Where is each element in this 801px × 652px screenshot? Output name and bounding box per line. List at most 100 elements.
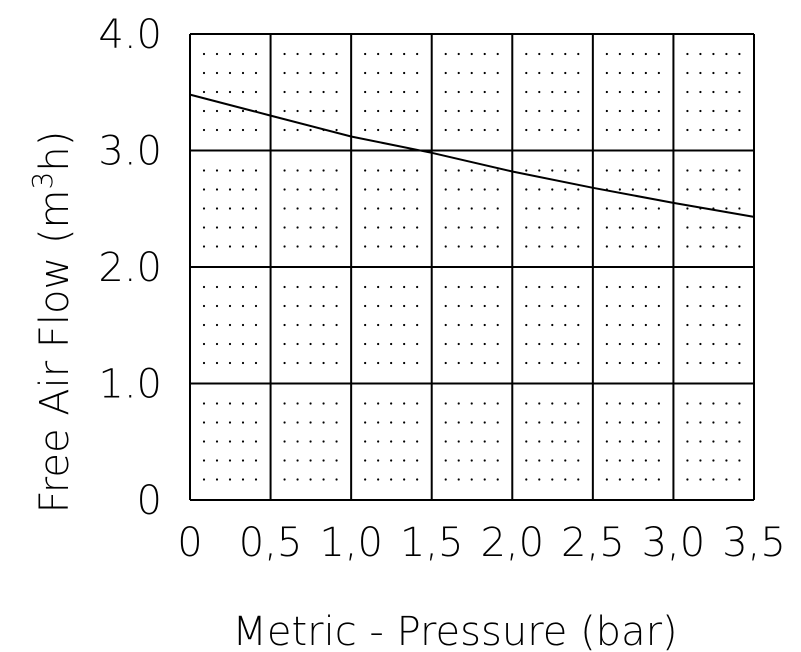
grid-dot [725,52,728,56]
grid-dot [283,109,286,113]
grid-dot [686,52,689,56]
grid-dot [202,342,206,346]
grid-dot [444,52,447,56]
grid-dot [364,285,367,289]
grid-dot [416,459,419,462]
grid-dot [416,361,419,365]
grid-dot [657,361,660,365]
grid-dot [631,169,634,172]
grid-dot [283,207,286,210]
grid-dot [644,169,647,172]
grid-dot [738,90,741,94]
grid-dot [202,361,206,365]
grid-dot [241,90,245,94]
grid-dot [525,226,528,229]
grid-dot [657,207,660,210]
grid-dot [631,421,634,424]
grid-dot [390,52,393,56]
grid-dot [644,71,647,75]
grid-dot [309,52,312,56]
grid-dot [496,478,499,481]
grid-dot [551,478,554,481]
grid-dot [241,71,245,75]
grid-dot [202,226,206,229]
grid-dot [699,285,702,289]
grid-dot [335,478,338,481]
grid-dot [322,440,325,443]
grid-dot [525,440,528,443]
grid-dot [631,342,634,346]
y-axis-title-main: Free Air Flow (m [32,189,78,513]
grid-dot [644,109,647,113]
grid-dot [215,188,219,191]
grid-dot [644,285,647,289]
grid-dot [657,402,660,405]
grid-dot [712,402,715,405]
grid-dot [725,285,728,289]
grid-dot [605,440,608,443]
grid-dot [296,90,299,94]
grid-dot [364,323,367,327]
grid-dot [605,207,608,210]
grid-dot [525,402,528,405]
grid-dot [457,285,460,289]
grid-dot [457,71,460,75]
grid-dot [254,90,258,94]
grid-lines [189,33,755,501]
x-tick-label: 1,0 [319,520,383,566]
grid-dot [241,478,245,481]
grid-dot [228,71,232,75]
grid-dot [457,169,460,172]
grid-dot [377,207,380,210]
grid-dot [364,109,367,113]
grid-dot [390,440,393,443]
grid-dot [296,361,299,365]
grid-dot [457,245,460,248]
grid-dot [525,421,528,424]
grid-dot [525,304,528,308]
grid-dot [631,109,634,113]
grid-dot [283,52,286,56]
y-tick-label: 1.0 [98,362,162,408]
grid-dot [228,90,232,94]
grid-dot [631,245,634,248]
grid-dot [686,402,689,405]
grid-dot [738,421,741,424]
grid-dot [577,188,580,191]
grid-dot [403,361,406,365]
grid-dot [699,421,702,424]
grid-dot [686,478,689,481]
grid-dot [444,402,447,405]
grid-dot [686,226,689,229]
grid-dot [564,90,567,94]
grid-dot [551,440,554,443]
grid-dot [202,478,206,481]
grid-dot [699,478,702,481]
grid-dot [444,128,447,132]
grid-dot [470,304,473,308]
grid-dot [483,90,486,94]
grid-dot [215,361,219,365]
grid-dot [564,440,567,443]
grid-dot [228,421,232,424]
grid-dot [483,226,486,229]
grid-dot [699,361,702,365]
grid-dot [390,402,393,405]
grid-dot [644,361,647,365]
grid-dot [403,285,406,289]
grid-dot [551,128,554,132]
grid-dot [644,226,647,229]
grid-dot [335,459,338,462]
grid-dot [551,109,554,113]
grid-dot [444,342,447,346]
grid-dot [738,169,741,172]
grid-dot [309,207,312,210]
y-tick-labels: 0 1.0 2.0 3.0 4.0 [98,12,162,524]
grid-dot [577,285,580,289]
grid-dot [725,226,728,229]
grid-dot [364,207,367,210]
grid-dot [564,478,567,481]
grid-dot [309,459,312,462]
grid-dot [483,128,486,132]
grid-dot [416,109,419,113]
